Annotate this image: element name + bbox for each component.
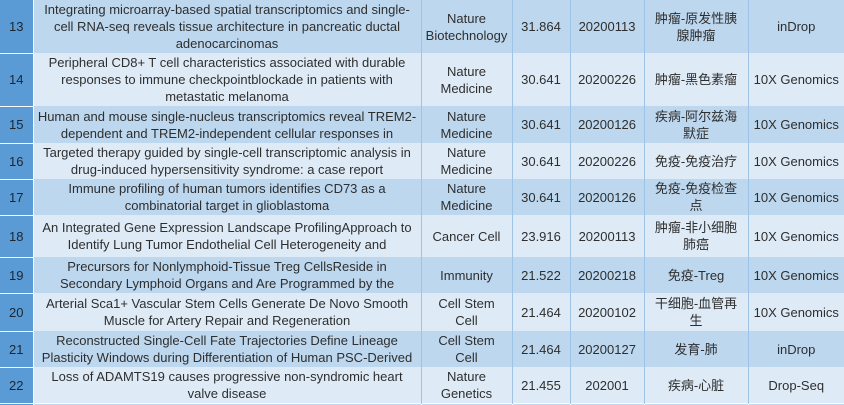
date-cell[interactable]: 20200226 [570, 143, 645, 179]
category-cell[interactable]: 肿瘤-非小细胞肺癌 [644, 215, 749, 257]
technology-cell[interactable]: 10X Genomics [748, 215, 844, 257]
journal-cell[interactable]: Cancer Cell [421, 215, 513, 257]
technology-cell[interactable]: 10X Genomics [748, 179, 844, 215]
table-row: 14 Peripheral CD8+ T cell characteristic… [0, 53, 844, 107]
category-cell[interactable]: 肿瘤-黑色素瘤 [644, 53, 749, 106]
journal-cell[interactable]: Nature Medicine [421, 53, 513, 106]
technology-cell[interactable]: inDrop [748, 0, 844, 53]
row-number-cell[interactable]: 19 [0, 257, 34, 294]
technology-cell[interactable]: 10X Genomics [748, 143, 844, 179]
journal-cell[interactable]: Nature Medicine [421, 143, 513, 179]
category-cell[interactable]: 干细胞-血管再生 [644, 293, 749, 331]
technology-cell[interactable]: 10X Genomics [748, 53, 844, 106]
row-number-cell[interactable]: 22 [0, 367, 34, 404]
date-cell[interactable]: 20200226 [570, 53, 645, 106]
technology-cell[interactable]: inDrop [748, 331, 844, 367]
category-cell[interactable]: 肿瘤-原发性胰腺肿瘤 [644, 0, 749, 53]
title-cell[interactable]: Peripheral CD8+ T cell characteristics a… [33, 53, 422, 106]
impact-factor-cell[interactable] [512, 403, 571, 405]
category-cell[interactable]: 疾病-心脏 [644, 367, 749, 404]
technology-cell[interactable]: 10X Genomics [748, 106, 844, 143]
impact-factor-cell[interactable]: 23.916 [512, 215, 571, 257]
table-row: 21 Reconstructed Single-Cell Fate Trajec… [0, 331, 844, 368]
date-cell[interactable]: 20200127 [570, 331, 645, 367]
date-cell[interactable]: 20200113 [570, 215, 645, 257]
title-cell[interactable]: Loss of ADAMTS19 causes progressive non-… [33, 367, 422, 404]
table-row: 22 Loss of ADAMTS19 causes progressive n… [0, 367, 844, 404]
impact-factor-cell[interactable]: 21.464 [512, 293, 571, 331]
title-cell[interactable]: Human and mouse single-nucleus transcrip… [33, 106, 422, 143]
date-cell[interactable]: 20200113 [570, 0, 645, 53]
category-cell[interactable]: 发育-肺 [644, 331, 749, 367]
title-cell[interactable]: Reconstructed Single-Cell Fate Trajector… [33, 331, 422, 367]
date-cell[interactable]: 20200218 [570, 257, 645, 293]
row-number-cell[interactable]: 18 [0, 215, 34, 258]
impact-factor-cell[interactable]: 21.464 [512, 331, 571, 367]
title-cell[interactable]: Immune profiling of human tumors identif… [33, 179, 422, 215]
date-cell[interactable]: 20200126 [570, 179, 645, 215]
journal-cell[interactable]: Nature Biotechnology [421, 0, 513, 53]
journal-cell[interactable]: Nature Medicine [421, 106, 513, 143]
row-number-cell[interactable]: 16 [0, 143, 34, 180]
row-number-cell[interactable]: 21 [0, 331, 34, 368]
impact-factor-cell[interactable]: 31.864 [512, 0, 571, 53]
title-cell[interactable]: Precursors for Nonlymphoid-Tissue Treg C… [33, 257, 422, 293]
date-cell[interactable]: 202001 [570, 367, 645, 404]
journal-cell[interactable] [421, 403, 513, 405]
impact-factor-cell[interactable]: 30.641 [512, 179, 571, 215]
row-number-cell[interactable]: 17 [0, 179, 34, 216]
title-cell[interactable]: Arterial Sca1+ Vascular Stem Cells Gener… [33, 293, 422, 331]
journal-cell[interactable]: Nature Genetics [421, 367, 513, 404]
table-row: 16 Targeted therapy guided by single-cel… [0, 143, 844, 180]
partial-next-row [0, 403, 844, 405]
impact-factor-cell[interactable]: 30.641 [512, 53, 571, 106]
journal-cell[interactable]: Nature Medicine [421, 179, 513, 215]
title-cell[interactable]: An Integrated Gene Expression Landscape … [33, 215, 422, 257]
title-cell[interactable]: Integrating microarray-based spatial tra… [33, 0, 422, 53]
journal-cell[interactable]: Cell Stem Cell [421, 293, 513, 331]
date-cell[interactable] [570, 403, 645, 405]
title-cell[interactable] [33, 403, 422, 405]
category-cell[interactable]: 免疫-免疫检查点 [644, 179, 749, 215]
title-cell[interactable]: Targeted therapy guided by single-cell t… [33, 143, 422, 179]
category-cell[interactable]: 疾病-阿尔兹海默症 [644, 106, 749, 143]
journal-cell[interactable]: Cell Stem Cell [421, 331, 513, 367]
journal-cell[interactable]: Immunity [421, 257, 513, 293]
impact-factor-cell[interactable]: 21.522 [512, 257, 571, 293]
technology-cell[interactable]: 10X Genomics [748, 257, 844, 293]
table-row: 20 Arterial Sca1+ Vascular Stem Cells Ge… [0, 293, 844, 332]
impact-factor-cell[interactable]: 30.641 [512, 106, 571, 143]
table-row: 18 An Integrated Gene Expression Landsca… [0, 215, 844, 258]
category-cell[interactable]: 免疫-免疫治疗 [644, 143, 749, 179]
table-row: 17 Immune profiling of human tumors iden… [0, 179, 844, 216]
row-number-cell[interactable] [0, 403, 34, 405]
table-row: 19 Precursors for Nonlymphoid-Tissue Tre… [0, 257, 844, 294]
row-number-cell[interactable]: 20 [0, 293, 34, 332]
date-cell[interactable]: 20200126 [570, 106, 645, 143]
impact-factor-cell[interactable]: 30.641 [512, 143, 571, 179]
technology-cell[interactable]: 10X Genomics [748, 293, 844, 331]
row-number-cell[interactable]: 15 [0, 106, 34, 144]
date-cell[interactable]: 20200102 [570, 293, 645, 331]
row-number-cell[interactable]: 14 [0, 53, 34, 107]
table-row: 15 Human and mouse single-nucleus transc… [0, 106, 844, 144]
category-cell[interactable]: 免疫-Treg [644, 257, 749, 293]
impact-factor-cell[interactable]: 21.455 [512, 367, 571, 404]
row-number-cell[interactable]: 13 [0, 0, 34, 54]
technology-cell[interactable]: Drop-Seq [748, 367, 844, 404]
table-row: 13 Integrating microarray-based spatial … [0, 0, 844, 54]
category-cell[interactable] [644, 403, 749, 405]
